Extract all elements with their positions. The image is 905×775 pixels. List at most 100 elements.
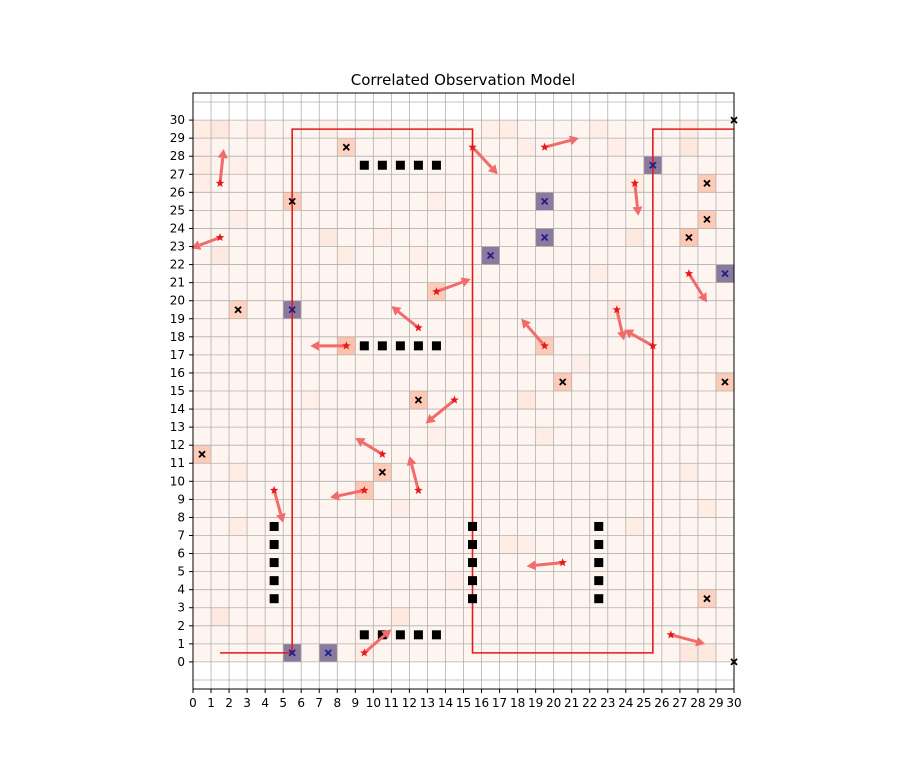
heatmap-cell xyxy=(301,391,320,410)
agent-heading-arrow-head xyxy=(526,560,537,571)
obstacle-square xyxy=(359,160,369,170)
patrol-path-line xyxy=(220,128,734,654)
obstacle-square xyxy=(594,576,604,586)
agent-star xyxy=(432,287,441,296)
target-marker xyxy=(649,161,657,169)
agent-heading-arrow-shaft xyxy=(431,398,456,419)
target-marker xyxy=(541,197,549,206)
agent-star xyxy=(612,305,622,314)
agent-heading-arrow-head xyxy=(217,148,228,159)
x-tick-label: 20 xyxy=(546,696,561,710)
agent-heading-arrow-shaft xyxy=(218,157,225,184)
target-marker xyxy=(288,197,296,206)
agent-heading-arrow-head xyxy=(623,329,635,339)
agent-star xyxy=(269,485,279,494)
agent-heading-arrow-head xyxy=(406,456,417,466)
obstacle-square xyxy=(594,521,604,531)
x-tick-label: 17 xyxy=(492,696,507,710)
agent-heading-arrow-head xyxy=(695,636,706,647)
heatmap-cell xyxy=(499,120,518,139)
y-tick-label: 6 xyxy=(177,547,185,561)
heatmap-cell xyxy=(499,535,518,554)
obstacle-square xyxy=(359,630,369,640)
agent-heading-arrow-shaft xyxy=(535,561,563,567)
x-tick-label: 3 xyxy=(243,696,251,710)
agent-heading-arrow-shaft xyxy=(525,324,546,347)
obstacle-square xyxy=(431,341,441,351)
target-marker xyxy=(378,468,386,476)
heatmap-cell xyxy=(229,517,248,536)
obstacle-square xyxy=(269,521,279,531)
agent-heading-arrow-head xyxy=(568,135,579,146)
y-tick-label: 9 xyxy=(177,492,185,506)
heatmap-cell xyxy=(589,264,608,283)
x-tick-label: 23 xyxy=(600,696,615,710)
heatmap-cell xyxy=(229,463,248,482)
target-marker xyxy=(198,450,206,458)
y-axis-ticks: 0123456789101112131415161718192021222324… xyxy=(170,113,193,669)
target-marker xyxy=(541,233,549,242)
y-tick-label: 21 xyxy=(170,276,185,290)
x-tick-label: 5 xyxy=(279,696,287,710)
obstacle-square xyxy=(431,160,441,170)
agent-star xyxy=(540,341,549,350)
x-tick-label: 24 xyxy=(618,696,633,710)
y-tick-label: 27 xyxy=(170,167,185,181)
y-tick-label: 22 xyxy=(170,258,185,272)
agent-heading-arrow-shaft xyxy=(471,146,493,169)
y-tick-label: 7 xyxy=(177,528,185,542)
y-tick-label: 2 xyxy=(177,619,185,633)
obstacle-square xyxy=(413,160,423,170)
obstacle-square xyxy=(359,341,369,351)
target-marker xyxy=(342,143,350,151)
obstacle-square xyxy=(468,558,478,568)
agent-heading-arrow-head xyxy=(391,306,402,316)
agent-star xyxy=(450,395,459,404)
agents xyxy=(191,135,707,657)
agent-heading-arrow-shaft xyxy=(397,310,420,329)
obstacle-square xyxy=(413,341,423,351)
heatmap-cell xyxy=(427,427,446,446)
agent-star xyxy=(215,178,225,187)
y-tick-label: 0 xyxy=(177,655,185,669)
agent-heading-arrow-shaft xyxy=(615,309,624,333)
x-axis-ticks: 0 1 2 3 4 5 6 7 8 9 10 11 12 13 14 15 16 17 18 19 20 21 22 23 24… xyxy=(189,689,742,710)
x-tick-label: 26 xyxy=(654,696,669,710)
target-marker xyxy=(234,306,242,314)
obstacle-square xyxy=(395,341,405,351)
x-tick-label: 27 xyxy=(672,696,687,710)
agent-star xyxy=(378,449,387,458)
target-marker xyxy=(288,649,296,657)
x-tick-label: 18 xyxy=(510,696,525,710)
heatmap-cell xyxy=(697,499,716,518)
targets xyxy=(198,116,738,666)
obstacle-square xyxy=(468,521,478,531)
heatmap-cell xyxy=(517,535,536,554)
agent-heading-arrow-shaft xyxy=(631,332,654,348)
obstacles xyxy=(269,160,604,640)
agent-heading-arrow-shaft xyxy=(362,441,384,456)
agent-star xyxy=(630,178,640,187)
y-tick-label: 29 xyxy=(170,131,185,145)
x-tick-label: 9 xyxy=(351,696,359,710)
obstacle-square xyxy=(594,594,604,604)
target-marker xyxy=(721,269,729,278)
agent-heading-arrow-shaft xyxy=(272,489,283,515)
agent-star xyxy=(360,648,369,657)
obstacle-square xyxy=(377,341,387,351)
agent-heading-arrow-head xyxy=(487,164,498,175)
heatmap-cell xyxy=(625,228,644,247)
x-tick-label: 25 xyxy=(636,696,651,710)
agent-star xyxy=(468,142,477,151)
agent-heading-arrow-shaft xyxy=(410,464,420,491)
agent-heading-arrow-head xyxy=(330,490,340,501)
heatmap-cell xyxy=(679,463,698,482)
x-tick-label: 2 xyxy=(225,696,233,710)
x-tick-label: 14 xyxy=(438,696,453,710)
agent-star xyxy=(414,323,423,332)
target-marker xyxy=(703,179,711,187)
obstacle-square xyxy=(431,630,441,640)
heatmap-cell xyxy=(319,228,338,247)
obstacle-square xyxy=(269,540,279,550)
